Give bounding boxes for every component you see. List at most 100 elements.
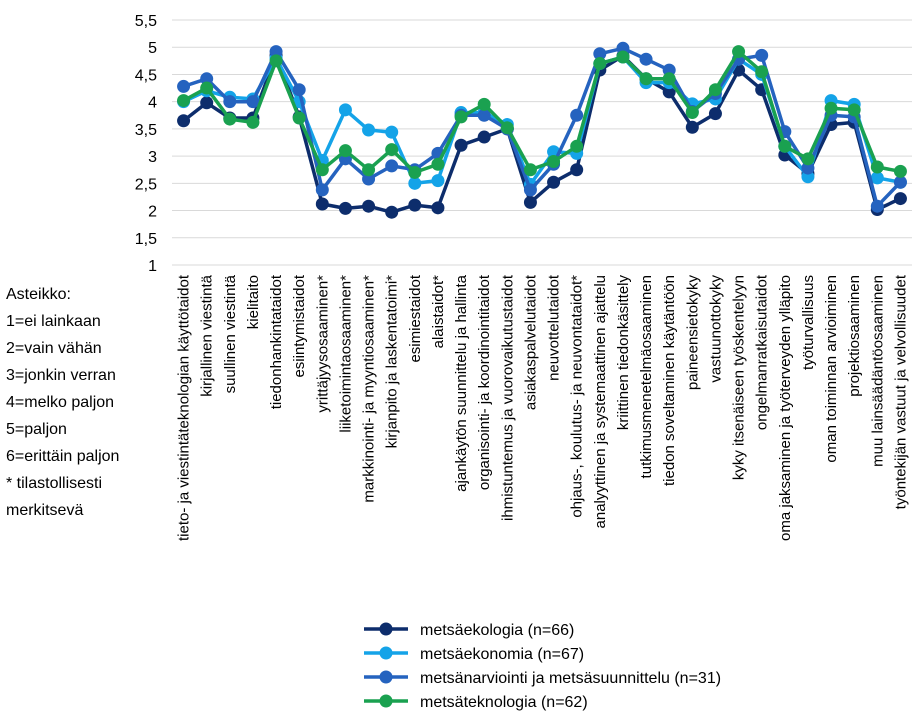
data-point bbox=[362, 163, 376, 177]
data-point bbox=[200, 81, 214, 95]
data-point bbox=[454, 138, 468, 152]
x-tick-label: paineensietokyky bbox=[684, 275, 701, 391]
data-point bbox=[893, 192, 907, 206]
data-point bbox=[685, 120, 699, 134]
y-tick-label: 3 bbox=[148, 149, 157, 166]
data-point bbox=[362, 123, 376, 137]
y-tick-label: 5,5 bbox=[135, 13, 157, 30]
data-point bbox=[685, 106, 699, 120]
data-point bbox=[870, 160, 884, 174]
y-tick-label: 4 bbox=[148, 95, 157, 112]
scale-note-title: Asteikko: bbox=[6, 286, 71, 303]
data-point bbox=[200, 96, 214, 110]
data-point bbox=[408, 198, 422, 212]
data-point bbox=[547, 155, 561, 169]
data-point bbox=[870, 199, 884, 213]
data-point bbox=[315, 163, 329, 177]
x-tick-label: tiedon soveltaminen käytäntöön bbox=[661, 275, 678, 486]
data-point bbox=[847, 103, 861, 117]
grid-lines bbox=[172, 19, 912, 266]
data-point bbox=[338, 103, 352, 117]
x-tick-label: esimiestaidot bbox=[407, 274, 424, 362]
y-tick-label: 4,5 bbox=[135, 67, 157, 84]
x-tick-label: oman toiminnan arvioiminen bbox=[823, 275, 840, 463]
data-point bbox=[870, 171, 884, 185]
data-point bbox=[778, 139, 792, 153]
data-point bbox=[570, 108, 584, 122]
data-point bbox=[893, 175, 907, 189]
data-point bbox=[801, 152, 815, 166]
scale-note-line: 1=ei lainkaan bbox=[6, 313, 101, 330]
data-point bbox=[246, 115, 260, 129]
series-lines bbox=[177, 41, 907, 219]
data-point bbox=[177, 79, 191, 93]
scale-note-line: 2=vain vähän bbox=[6, 340, 102, 357]
y-tick-label: 1 bbox=[148, 258, 157, 275]
data-point bbox=[732, 45, 746, 59]
x-tick-label: organisointi- ja koordinointitaidot bbox=[476, 274, 493, 490]
scale-note-line: * tilastollisesti bbox=[6, 475, 103, 492]
data-point bbox=[593, 57, 607, 71]
data-point bbox=[755, 48, 769, 62]
series bbox=[177, 41, 907, 213]
x-tick-label: asiakaspalvelutaidot bbox=[522, 274, 539, 410]
data-point bbox=[662, 72, 676, 86]
x-tick-label: ohjaus-, koulutus- ja neuvontataidot* bbox=[569, 275, 586, 518]
data-point bbox=[801, 161, 815, 175]
data-point bbox=[177, 94, 191, 108]
data-point bbox=[223, 112, 237, 126]
legend-swatch-marker bbox=[379, 646, 393, 660]
x-tick-label: tiedonhankintataidot bbox=[268, 274, 285, 409]
scale-note-line: 6=erittäin paljon bbox=[6, 448, 120, 465]
x-tick-label: suullinen viestintä bbox=[222, 274, 239, 393]
legend-label: metsäekologia (n=66) bbox=[420, 622, 574, 639]
data-point bbox=[338, 144, 352, 158]
legend-swatch-marker bbox=[379, 670, 393, 684]
series-line bbox=[183, 46, 902, 208]
y-tick-label: 2,5 bbox=[135, 176, 157, 193]
legend-swatch-marker bbox=[379, 694, 393, 708]
y-tick-label: 2 bbox=[148, 204, 157, 221]
data-point bbox=[662, 85, 676, 99]
legend: metsäekologia (n=66) metsäekonomia (n=67)… bbox=[364, 622, 721, 711]
scale-note-line: 5=paljon bbox=[6, 421, 67, 438]
data-point bbox=[708, 107, 722, 121]
data-point bbox=[385, 125, 399, 139]
data-point bbox=[385, 205, 399, 219]
data-point bbox=[269, 54, 283, 68]
data-point bbox=[593, 47, 607, 61]
x-tick-label: kielitaito bbox=[245, 275, 262, 329]
scale-note: Asteikko: 1=ei lainkaan 2=vain vähän 3=j… bbox=[6, 281, 119, 524]
data-point bbox=[893, 164, 907, 178]
data-point bbox=[755, 65, 769, 79]
data-point bbox=[408, 165, 422, 179]
x-tick-label: esiintymistaidot bbox=[291, 274, 308, 377]
series-line bbox=[182, 49, 901, 175]
legend-label: metsäekonomia (n=67) bbox=[420, 646, 584, 663]
x-tick-label: analyyttinen ja systemaattinen ajattelu bbox=[592, 275, 609, 528]
data-point bbox=[431, 157, 445, 171]
x-tick-label: kirjallinen viestintä bbox=[199, 274, 216, 396]
data-point bbox=[500, 121, 514, 135]
data-point bbox=[362, 199, 376, 213]
y-tick-label: 1,5 bbox=[135, 231, 157, 248]
x-tick-label: kyky itsenäiseen työskentelyyn bbox=[731, 275, 748, 480]
legend-swatch-marker bbox=[379, 622, 393, 636]
data-point bbox=[315, 183, 329, 197]
x-tick-label: ajankäytön suunnittelu ja hallinta bbox=[453, 274, 470, 491]
legend-label: metsänarviointi ja metsäsuunnittelu (n=3… bbox=[420, 670, 721, 687]
x-tick-label: neuvottelutaidot bbox=[546, 274, 563, 381]
data-point bbox=[708, 83, 722, 97]
x-axis-category-labels: tieto- ja viestintäteknologian käyttötai… bbox=[176, 274, 910, 541]
data-point bbox=[177, 114, 191, 128]
x-tick-label: ongelmanratkaisutaidot bbox=[754, 274, 771, 430]
data-point bbox=[200, 72, 214, 86]
data-point bbox=[616, 50, 630, 64]
x-tick-label: tutkimusmenetelmäosaaminen bbox=[638, 275, 655, 478]
x-tick-label: oma jaksaminen ja työterveyden ylläpito bbox=[777, 275, 794, 541]
scale-note-line: 4=melko paljon bbox=[6, 394, 115, 411]
data-point bbox=[824, 101, 838, 115]
x-tick-label: yrittäjyysosaaminen* bbox=[314, 275, 331, 413]
x-tick-label: projektiosaaminen bbox=[846, 275, 863, 397]
